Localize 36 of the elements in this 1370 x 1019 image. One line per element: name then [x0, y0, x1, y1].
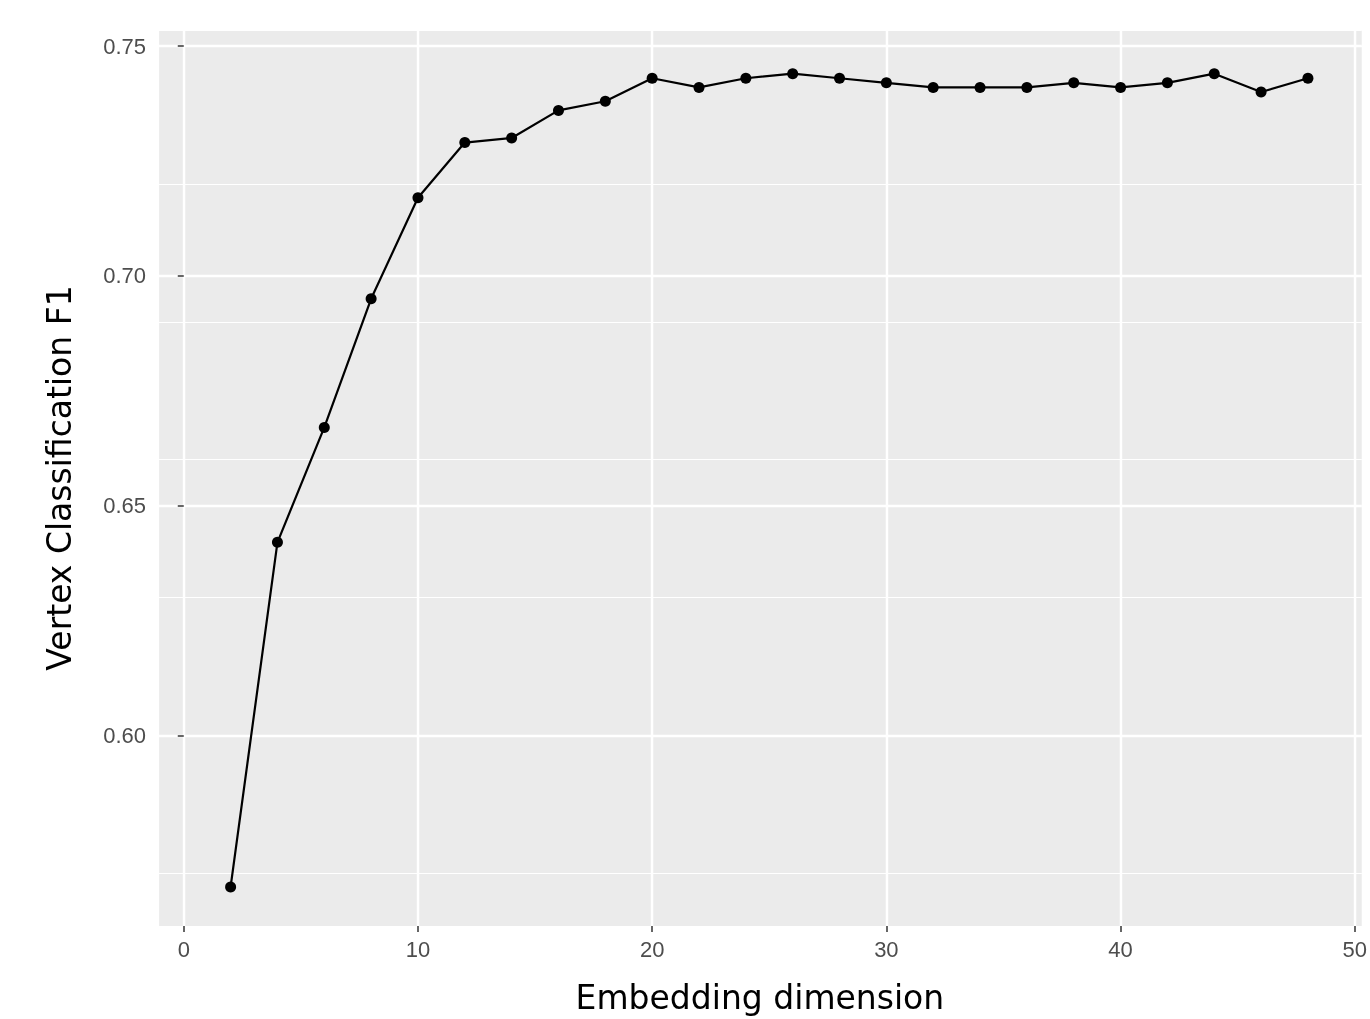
- y-tick-label: 0.65: [103, 493, 146, 519]
- x-tick-label: 30: [874, 936, 899, 962]
- y-tick-label: 0.75: [103, 33, 146, 59]
- y-tick-label: 0.70: [103, 263, 146, 289]
- point: [599, 95, 611, 107]
- point: [365, 293, 377, 305]
- x-tick-label: 20: [639, 936, 665, 962]
- point: [740, 72, 752, 84]
- point: [225, 881, 237, 893]
- x-tick-label: 0: [177, 936, 190, 962]
- point: [1115, 81, 1127, 93]
- point: [506, 132, 518, 144]
- x-tick-label: 50: [1342, 936, 1368, 962]
- point: [880, 77, 892, 89]
- point: [693, 81, 705, 93]
- point: [787, 68, 799, 80]
- point: [318, 421, 330, 433]
- point: [1255, 86, 1267, 98]
- x-tick-label: 40: [1108, 936, 1133, 962]
- point: [1068, 77, 1080, 89]
- point: [1302, 72, 1314, 84]
- point: [974, 81, 986, 93]
- point: [552, 104, 564, 116]
- point: [412, 192, 424, 204]
- x-tick-label: 10: [405, 936, 431, 962]
- point: [271, 536, 283, 548]
- point: [834, 72, 846, 84]
- y-axis-title: Vertex Classification F1: [40, 285, 79, 671]
- point: [1208, 68, 1220, 80]
- point: [646, 72, 658, 84]
- y-tick-label: 0.60: [103, 722, 146, 748]
- x-axis-title: Embedding dimension: [575, 978, 945, 1017]
- point: [459, 137, 471, 149]
- point: [1021, 81, 1033, 93]
- point: [1161, 77, 1173, 89]
- point: [927, 81, 939, 93]
